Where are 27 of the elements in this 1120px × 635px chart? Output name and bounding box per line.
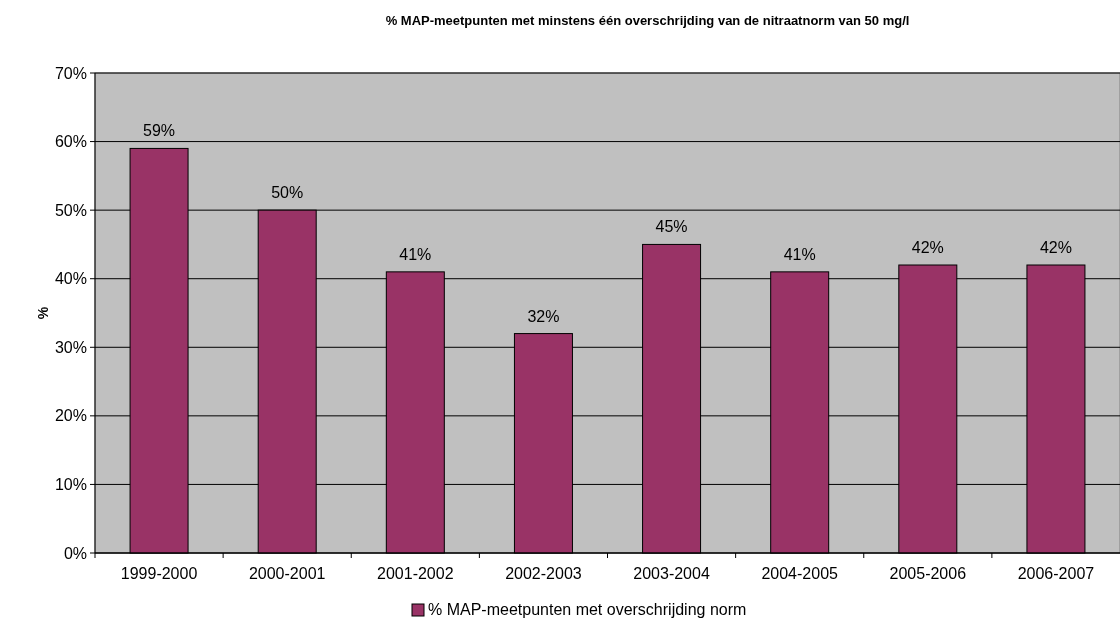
data-label: 59% (143, 122, 176, 140)
data-label: 32% (527, 307, 560, 325)
x-tick-label: 2001-2002 (377, 565, 454, 582)
x-tick-label: 2002-2003 (505, 565, 582, 582)
y-tick-label: 40% (54, 270, 87, 288)
y-tick-label: 0% (63, 544, 87, 562)
data-label: 42% (1039, 239, 1072, 256)
x-tick-label: 2006-2007 (1017, 565, 1095, 582)
data-label: 41% (399, 245, 432, 263)
y-tick-label: 20% (54, 407, 87, 425)
data-label: 50% (271, 184, 304, 202)
chart-title: % MAP-meetpunten met minstens één overschrijding van de nitraatnorm van 50 mg/l (385, 13, 910, 28)
x-tick-label: 2000-2001 (248, 565, 326, 582)
y-tick-label: 50% (54, 201, 87, 219)
y-axis-title: % (35, 306, 51, 320)
y-tick-label: 60% (54, 133, 87, 151)
x-tick-label: 1999-2000 (120, 565, 198, 582)
x-tick-label: 2005-2006 (889, 565, 967, 582)
data-label: 45% (655, 218, 688, 236)
legend-label: % MAP-meetpunten met overschrijding norm (428, 601, 747, 618)
x-tick-label: 2003-2004 (633, 565, 710, 582)
data-label: 42% (911, 239, 944, 256)
y-tick-label: 10% (54, 476, 87, 494)
y-tick-label: 70% (54, 64, 87, 82)
x-tick-label: 2004-2005 (761, 565, 839, 582)
data-label: 41% (783, 245, 816, 263)
y-tick-label: 30% (54, 338, 87, 356)
